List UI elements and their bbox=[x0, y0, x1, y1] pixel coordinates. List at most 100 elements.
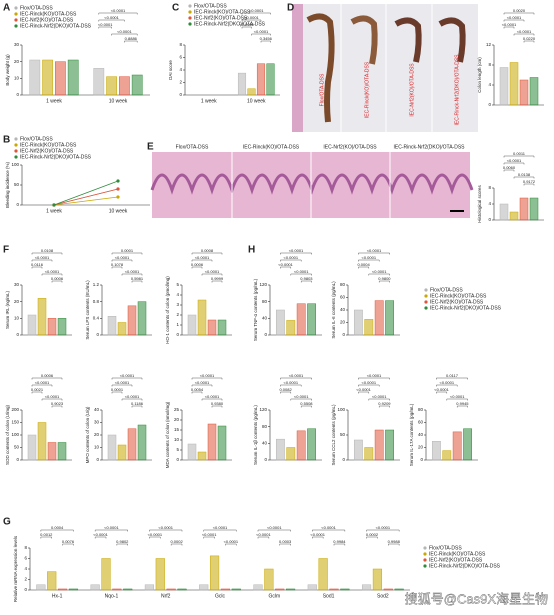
p-value: <0.0001 bbox=[362, 380, 377, 385]
bar bbox=[285, 588, 296, 591]
significance-bracket bbox=[379, 405, 390, 408]
point bbox=[52, 203, 56, 207]
legend-marker bbox=[424, 288, 428, 292]
legend-label: IEC-Rinck-Nrf2(DKO)/OTA-DSS bbox=[20, 154, 92, 160]
colon-photo bbox=[292, 4, 478, 132]
p-value: 0.0011 bbox=[513, 151, 526, 156]
significance-bracket bbox=[203, 536, 215, 539]
y-axis-label: Body weight (g) bbox=[5, 54, 10, 86]
panel-letter: B bbox=[3, 135, 10, 146]
significance-bracket bbox=[41, 273, 63, 276]
x-tick-label: Sod1 bbox=[323, 593, 335, 599]
significance-bracket bbox=[94, 536, 107, 539]
legend-marker bbox=[423, 558, 427, 562]
panel-letter: F bbox=[3, 245, 9, 256]
bar bbox=[68, 588, 79, 591]
p-value: <0.0001 bbox=[45, 394, 60, 399]
significance-bracket bbox=[62, 543, 74, 546]
significance-bracket bbox=[211, 405, 223, 408]
bar bbox=[353, 309, 363, 336]
bar bbox=[256, 63, 266, 96]
p-value: 0.9172 bbox=[523, 179, 536, 184]
significance-bracket bbox=[260, 40, 271, 43]
significance-bracket bbox=[31, 391, 43, 394]
bar bbox=[529, 197, 539, 221]
p-value: 0.9988 bbox=[388, 539, 401, 544]
p-value: <0.0001 bbox=[517, 29, 532, 34]
y-tick-label: 12 bbox=[486, 42, 492, 47]
y-axis-label: Serum IL-6 contents (pg/mL) bbox=[331, 281, 336, 339]
y-tick-label: 0 bbox=[342, 457, 345, 462]
p-value: 0.9945 bbox=[456, 401, 469, 406]
legend-label: IEC-Rinck(KO)/OTA-DSS bbox=[429, 551, 486, 557]
y-tick-label: 25 bbox=[174, 407, 180, 412]
significance-bracket bbox=[111, 252, 143, 255]
p-value: <0.0001 bbox=[367, 373, 382, 378]
significance-bracket bbox=[503, 26, 515, 29]
y-tick-label: 4 bbox=[488, 201, 491, 206]
y-tick-label: 0 bbox=[176, 457, 179, 462]
bar bbox=[107, 316, 117, 336]
p-value: 0.0020 bbox=[513, 8, 526, 13]
histology-label: Flox/OTA-DSS bbox=[176, 144, 209, 150]
series-line bbox=[53, 196, 119, 206]
legend-label: IEC-Rinck-Nrf2(DKO)/OTA-DSS bbox=[429, 563, 501, 569]
bar bbox=[119, 76, 130, 96]
legend-marker bbox=[423, 564, 427, 568]
bar bbox=[286, 447, 296, 461]
significance-bracket bbox=[523, 183, 535, 186]
p-value: 0.0012 bbox=[40, 532, 53, 537]
bar bbox=[166, 588, 176, 591]
bar bbox=[231, 588, 241, 591]
significance-bracket bbox=[98, 12, 138, 15]
significance-bracket bbox=[436, 384, 458, 387]
y-tick-label: 5 bbox=[176, 282, 179, 287]
p-value: 0.0220 bbox=[523, 36, 536, 41]
legend-label: IEC-Nrf2(KO)/OTA-DSS bbox=[20, 17, 74, 23]
y-tick-label: 3 bbox=[176, 302, 179, 307]
bar bbox=[57, 442, 67, 461]
p-value: 0.0082 bbox=[279, 387, 292, 392]
significance-bracket bbox=[191, 266, 203, 269]
legend-marker bbox=[14, 12, 18, 16]
significance-bracket bbox=[379, 280, 390, 283]
bar bbox=[42, 59, 53, 96]
y-tick-label: 8 bbox=[24, 545, 27, 550]
significance-bracket bbox=[280, 259, 302, 262]
legend-label: Flox/OTA-DSS bbox=[20, 136, 53, 142]
bar bbox=[57, 588, 68, 591]
bar bbox=[385, 429, 395, 461]
y-tick-label: 0 bbox=[16, 202, 19, 207]
p-value: <0.0001 bbox=[35, 255, 50, 260]
y-axis-label: Serum IL-1β contents (pg/mL) bbox=[253, 405, 258, 465]
p-value: <0.0001 bbox=[502, 22, 517, 27]
y-tick-label: 10 bbox=[14, 316, 20, 321]
y-tick-label: 1 bbox=[176, 322, 179, 327]
p-value: <0.0001 bbox=[284, 255, 299, 260]
p-value: <0.0001 bbox=[310, 532, 325, 537]
significance-bracket bbox=[279, 543, 291, 546]
bar bbox=[207, 319, 217, 336]
y-axis-label: DAI score bbox=[168, 60, 173, 80]
y-tick-label: 4 bbox=[488, 82, 491, 87]
significance-bracket bbox=[149, 529, 183, 532]
significance-bracket bbox=[368, 273, 390, 276]
point bbox=[116, 179, 120, 183]
x-tick-label: 10 week bbox=[247, 98, 266, 104]
significance-bracket bbox=[201, 398, 223, 401]
legend-marker bbox=[423, 552, 427, 556]
bar bbox=[47, 318, 57, 336]
y-tick-label: 0 bbox=[488, 102, 491, 107]
bar bbox=[197, 451, 207, 461]
bar bbox=[47, 442, 57, 461]
legend-label: IEC-Rinck-Nrf2(DKO)/OTA-DSS bbox=[194, 21, 266, 27]
bar bbox=[463, 428, 473, 461]
p-value: <0.0001 bbox=[321, 525, 336, 530]
y-tick-label: 100 bbox=[337, 407, 345, 412]
bar bbox=[207, 423, 217, 461]
bar bbox=[329, 588, 339, 591]
bar bbox=[353, 439, 363, 461]
y-axis-label: MDA contents of colon (nmol/mg) bbox=[165, 401, 170, 468]
p-value: <0.0001 bbox=[45, 269, 60, 274]
photo-label: IEC-Rinck-Nrf2(DKO)/OTA-DSS bbox=[454, 54, 460, 126]
